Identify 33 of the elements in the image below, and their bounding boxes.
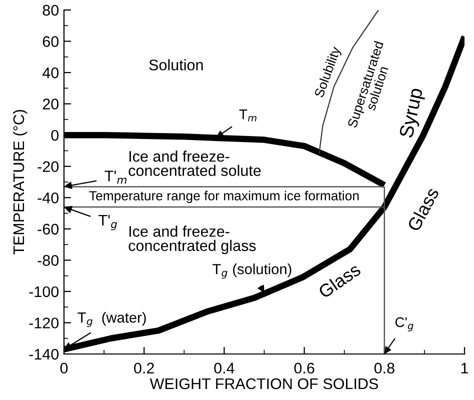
annotation: Ice and freeze- concentrated glass — [128, 226, 256, 254]
y-axis-title: TEMPERATURE (°C) — [12, 110, 28, 255]
x-tick-label: 1 — [461, 362, 468, 374]
y-tick-label: -20 — [38, 161, 59, 172]
x-tick-label: 0 — [60, 362, 68, 374]
y-tick-label: -80 — [38, 255, 59, 266]
annotation: T'$_{m}$ — [104, 170, 126, 184]
annotation: T$_{m}$ — [239, 110, 256, 122]
annotation: Ice and freeze- concentrated solute — [128, 150, 261, 176]
y-tick-label: 60 — [42, 36, 59, 47]
annotation: Solution — [149, 59, 203, 70]
x-tick-label: 0.8 — [374, 362, 394, 374]
annotation: Temperature range for maximum ice formation — [89, 190, 359, 204]
y-tick-label: -100 — [29, 286, 59, 298]
annotation: T$_{g}$ (water) — [78, 312, 146, 328]
annotation: Glass — [317, 262, 362, 299]
annotation: C'$_{g}$ — [395, 317, 414, 332]
x-tick-label: 0.4 — [214, 362, 234, 374]
x-tick-label: 0.2 — [134, 362, 154, 374]
y-tick-label: 40 — [42, 67, 59, 78]
y-tick-label: 20 — [42, 98, 59, 110]
annotation: T$_{g}$ (solution) — [212, 264, 292, 279]
y-tick-label: -40 — [38, 192, 59, 204]
y-tick-label: -60 — [38, 224, 59, 235]
x-tick-label: 0.6 — [294, 362, 314, 374]
y-tick-label: -120 — [29, 318, 59, 328]
annotation: Syrup — [398, 87, 426, 140]
y-tick-label: 80 — [42, 4, 59, 16]
x-axis-title: WEIGHT FRACTION OF SOLIDS — [150, 378, 378, 390]
annotation: T'$_{g}$ — [98, 215, 117, 230]
y-tick-label: -140 — [29, 348, 59, 360]
annotation: Glass — [406, 186, 440, 232]
y-tick-label: 0 — [51, 130, 59, 141]
